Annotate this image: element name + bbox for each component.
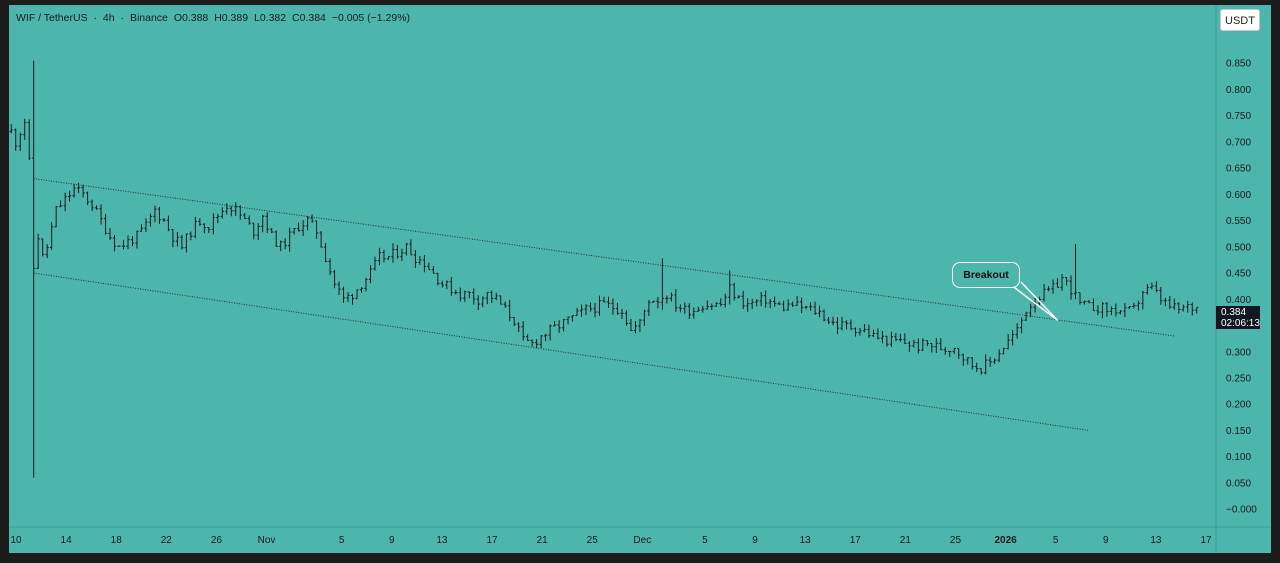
chart-canvas[interactable]: −0.0000.0500.1000.1500.2000.2500.3000.35… (9, 5, 1271, 553)
time-tick-label: 17 (1200, 535, 1212, 546)
price-tick-label: 0.300 (1226, 347, 1251, 358)
price-tick-label: 0.850 (1226, 59, 1251, 70)
price-tick-label: 0.600 (1226, 190, 1251, 201)
change-value: −0.005 (−1.29%) (331, 12, 411, 24)
chart-frame: −0.0000.0500.1000.1500.2000.2500.3000.35… (9, 5, 1271, 553)
price-tick-label: 0.800 (1226, 85, 1251, 96)
channel-line-upper (33, 178, 1175, 337)
time-tick-label: 9 (752, 535, 758, 546)
time-tick-label: 5 (339, 535, 345, 546)
time-tick-label: 13 (1150, 535, 1162, 546)
price-tick-label: 0.450 (1226, 269, 1251, 280)
candle-countdown: 02:06:13 (1221, 318, 1260, 329)
time-tick-label: 10 (10, 535, 22, 546)
time-tick-label: 26 (211, 535, 223, 546)
time-tick-label: 9 (1103, 535, 1109, 546)
time-tick-label: 14 (61, 535, 73, 546)
price-tick-label: 0.550 (1226, 216, 1251, 227)
time-tick-label: 17 (850, 535, 862, 546)
breakout-annotation[interactable]: Breakout (952, 262, 1020, 288)
time-tick-label: 25 (950, 535, 962, 546)
time-tick-label: 22 (161, 535, 173, 546)
time-tick-label: 5 (1053, 535, 1059, 546)
interval-label[interactable]: 4h (102, 12, 115, 24)
symbol-legend: WIF / TetherUS · 4h · Binance O0.388 H0.… (16, 12, 411, 24)
time-tick-label: 17 (486, 535, 498, 546)
price-tick-label: 0.650 (1226, 164, 1251, 175)
price-tick-label: 0.400 (1226, 295, 1251, 306)
price-tick-label: 0.050 (1226, 478, 1251, 489)
symbol-name[interactable]: WIF / TetherUS (16, 12, 88, 24)
high-value: H0.389 (214, 12, 249, 24)
channel-line-lower (33, 272, 1090, 431)
time-tick-label: 18 (111, 535, 123, 546)
exchange-label: Binance (129, 12, 168, 24)
price-tick-label: 0.700 (1226, 137, 1251, 148)
time-tick-label: Dec (633, 535, 651, 546)
time-tick-label: 13 (800, 535, 812, 546)
price-tick-label: 0.750 (1226, 111, 1251, 122)
channel-lines (33, 178, 1175, 431)
time-tick-label: 2026 (994, 535, 1017, 546)
time-tick-label: 5 (702, 535, 708, 546)
time-tick-label: 13 (436, 535, 448, 546)
time-tick-label: 25 (587, 535, 599, 546)
low-value: L0.382 (253, 12, 287, 24)
price-tick-label: 0.500 (1226, 242, 1251, 253)
time-axis[interactable]: 10 14 18 22 26 Nov 5 9 13 17 21 25 Dec 5 9 13 17 21 25 2026… (10, 535, 1212, 546)
last-price-value: 0.384 (1221, 307, 1247, 318)
last-price-tag: 0.384 02:06:13 (1216, 306, 1260, 329)
price-tick-label: 0.100 (1226, 452, 1251, 463)
price-tick-label: 0.200 (1226, 400, 1251, 411)
price-tick-label: −0.000 (1226, 505, 1257, 516)
open-value: O0.388 (173, 12, 209, 24)
time-tick-label: 21 (537, 535, 549, 546)
time-tick-label: Nov (258, 535, 276, 546)
breakout-callout-pointer (1006, 281, 1059, 321)
candle-series (9, 60, 1199, 478)
time-tick-label: 9 (389, 535, 395, 546)
price-axis[interactable]: −0.0000.0500.1000.1500.2000.2500.3000.35… (1226, 59, 1257, 516)
price-tick-label: 0.150 (1226, 426, 1251, 437)
close-value: C0.384 (292, 12, 326, 24)
breakout-pointer (1006, 281, 1059, 321)
currency-button[interactable]: USDT (1220, 9, 1260, 31)
price-tick-label: 0.250 (1226, 373, 1251, 384)
time-tick-label: 21 (900, 535, 912, 546)
